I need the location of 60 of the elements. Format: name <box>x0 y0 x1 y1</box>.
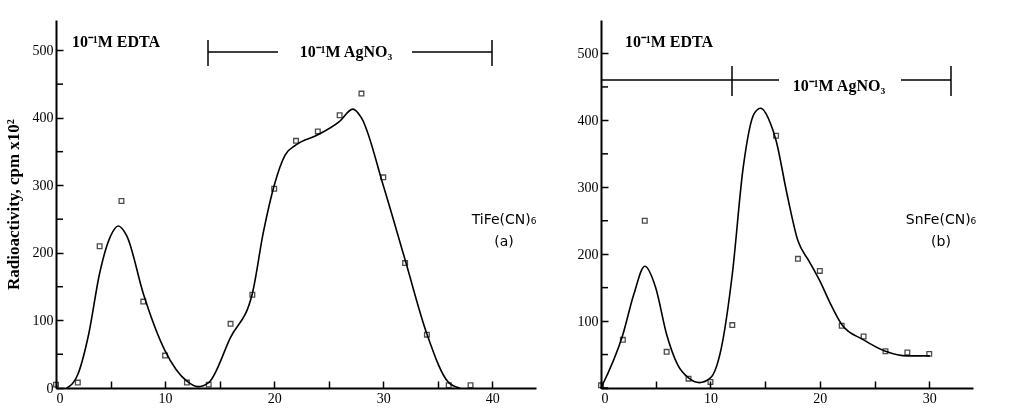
point <box>96 243 103 250</box>
point <box>183 379 190 386</box>
x-tick-label: 30 <box>376 390 391 406</box>
y-tick-label: 200 <box>577 246 599 262</box>
x-tick-label: 0 <box>601 390 609 406</box>
annotation: 10⁻¹M AgNO₃ <box>792 77 886 95</box>
y-tick-label: 400 <box>577 112 599 128</box>
point <box>118 197 125 204</box>
y-tick-label: 500 <box>577 45 599 61</box>
point <box>838 322 845 329</box>
point <box>314 128 321 135</box>
y-tick-label: 100 <box>32 312 54 328</box>
point <box>860 333 867 340</box>
point <box>641 217 648 224</box>
point <box>358 90 365 97</box>
x-tick-label: 0 <box>56 390 64 406</box>
y-tick-label: 400 <box>32 110 54 126</box>
y-tick-label: 100 <box>577 313 599 329</box>
y-tick-label: 300 <box>32 177 54 193</box>
point <box>380 174 387 181</box>
point <box>467 382 474 389</box>
point <box>74 379 81 386</box>
point <box>249 291 256 298</box>
point <box>293 137 299 144</box>
x-tick-label: 40 <box>485 390 500 406</box>
point <box>707 378 714 385</box>
point <box>904 349 911 356</box>
point <box>402 260 409 267</box>
point <box>816 267 823 274</box>
point <box>205 381 212 388</box>
annotation: 10⁻¹M EDTA <box>71 33 161 50</box>
point <box>926 350 933 357</box>
point <box>162 352 169 359</box>
y-tick-label: 0 <box>46 380 54 396</box>
point <box>882 348 889 355</box>
point <box>227 320 234 327</box>
point <box>729 322 736 329</box>
x-tick-label: 30 <box>922 390 937 406</box>
point <box>685 375 692 382</box>
point <box>423 331 430 338</box>
point <box>794 255 801 262</box>
y-tick-label: 300 <box>577 179 599 195</box>
y-tick-label: 200 <box>32 245 54 261</box>
point <box>271 185 278 192</box>
y-axis-title: Radioactivity, cpm x10² <box>3 119 23 290</box>
annotation: SnFe(CN)₆ (b) <box>905 211 977 249</box>
point <box>140 298 147 305</box>
point <box>336 112 343 119</box>
x-tick-label: 10 <box>703 390 718 406</box>
point <box>619 336 626 343</box>
annotation: 10⁻¹M AgNO₃ <box>299 43 393 61</box>
x-tick-label: 20 <box>267 390 282 406</box>
y-tick-label: 500 <box>32 42 54 58</box>
point <box>445 382 452 389</box>
annotation: TiFe(CN)₆ (a) <box>470 211 537 249</box>
point <box>663 348 670 355</box>
x-tick-label: 20 <box>813 390 828 406</box>
x-tick-label: 10 <box>158 390 173 406</box>
point <box>773 132 780 139</box>
annotation: 10⁻¹M EDTA <box>624 33 714 50</box>
